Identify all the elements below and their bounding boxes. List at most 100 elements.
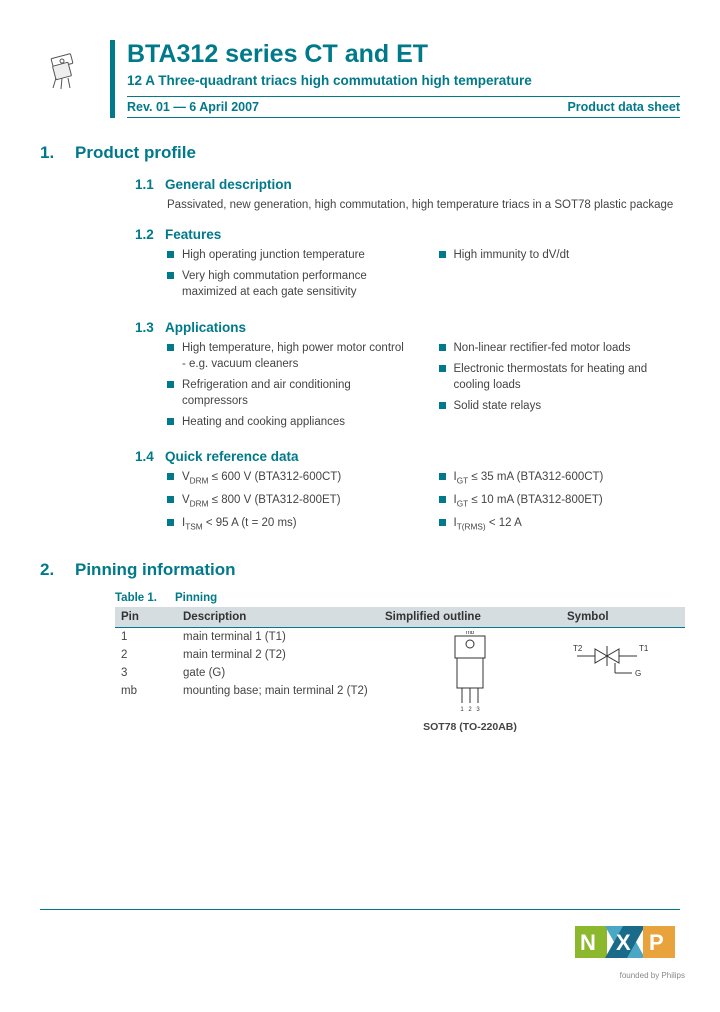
col-symbol-header: Symbol bbox=[561, 607, 685, 628]
bullet-text: Very high commutation performance maximi… bbox=[182, 268, 409, 300]
bullet-item: VDRM ≤ 800 V (BTA312-800ET) bbox=[167, 492, 409, 510]
revision-text: Rev. 01 — 6 April 2007 bbox=[127, 100, 259, 114]
subsection-1-3-heading: 1.3Applications bbox=[135, 320, 680, 335]
bullet-square-icon bbox=[167, 381, 174, 388]
bullet-item: IGT ≤ 10 mA (BTA312-800ET) bbox=[439, 492, 681, 510]
table-row: 1 main terminal 1 (T1) 1 2 bbox=[115, 627, 685, 646]
table-1-caption: Table 1.Pinning bbox=[115, 592, 680, 604]
applications-left-col: High temperature, high power motor contr… bbox=[167, 340, 409, 435]
svg-text:X: X bbox=[616, 930, 631, 955]
bullet-item: High immunity to dV/dt bbox=[439, 247, 681, 263]
col-outline-header: Simplified outline bbox=[379, 607, 561, 628]
bullet-item: High temperature, high power motor contr… bbox=[167, 340, 409, 372]
applications-right-col: Non-linear rectifier-fed motor loads Elec… bbox=[439, 340, 681, 435]
sub-1-1-num: 1.1 bbox=[135, 177, 165, 192]
subsection-1-1-heading: 1.1General description bbox=[135, 177, 680, 192]
pin-cell: 2 bbox=[115, 646, 177, 664]
bullet-text: Electronic thermostats for heating and c… bbox=[454, 361, 681, 393]
bullet-square-icon bbox=[439, 251, 446, 258]
desc-cell: main terminal 1 (T1) bbox=[177, 627, 379, 646]
revision-row: Rev. 01 — 6 April 2007 Product data shee… bbox=[127, 96, 680, 118]
applications-columns: High temperature, high power motor contr… bbox=[167, 340, 680, 435]
sub-1-4-num: 1.4 bbox=[135, 449, 165, 464]
svg-text:P: P bbox=[649, 930, 664, 955]
bullet-item: VDRM ≤ 600 V (BTA312-600CT) bbox=[167, 469, 409, 487]
bullet-item: IT(RMS) < 12 A bbox=[439, 515, 681, 533]
logo-tagline: founded by Philips bbox=[575, 971, 685, 980]
bullet-square-icon bbox=[167, 272, 174, 279]
bullet-item: Heating and cooking appliances bbox=[167, 414, 409, 430]
col-desc-header: Description bbox=[177, 607, 379, 628]
bullet-text: High operating junction temperature bbox=[182, 247, 365, 263]
bullet-square-icon bbox=[167, 496, 174, 503]
bullet-item: ITSM < 95 A (t = 20 ms) bbox=[167, 515, 409, 533]
pin-cell: mb bbox=[115, 682, 177, 700]
bullet-square-icon bbox=[439, 496, 446, 503]
desc-cell: mounting base; main terminal 2 (T2) bbox=[177, 682, 379, 700]
table-header-row: Pin Description Simplified outline Symbo… bbox=[115, 607, 685, 628]
package-icon bbox=[40, 40, 110, 118]
quickref-columns: VDRM ≤ 600 V (BTA312-600CT) VDRM ≤ 800 V … bbox=[167, 469, 680, 538]
symbol-cell: T2 T1 G bbox=[561, 627, 685, 746]
bullet-item: IGT ≤ 35 mA (BTA312-600CT) bbox=[439, 469, 681, 487]
datasheet-page: BTA312 series CT and ET 12 A Three-quadr… bbox=[0, 0, 720, 1000]
bullet-text: VDRM ≤ 600 V (BTA312-600CT) bbox=[182, 469, 341, 487]
svg-text:G: G bbox=[635, 669, 641, 678]
section-2-title: Pinning information bbox=[75, 560, 236, 579]
desc-cell: gate (G) bbox=[177, 664, 379, 682]
pin-cell: 3 bbox=[115, 664, 177, 682]
bullet-square-icon bbox=[439, 473, 446, 480]
section-1-title: Product profile bbox=[75, 143, 196, 162]
bullet-square-icon bbox=[167, 251, 174, 258]
bullet-item: Electronic thermostats for heating and c… bbox=[439, 361, 681, 393]
general-description-text: Passivated, new generation, high commuta… bbox=[167, 197, 680, 214]
section-1-num: 1. bbox=[40, 143, 75, 163]
bullet-text: Heating and cooking appliances bbox=[182, 414, 345, 430]
bullet-text: Non-linear rectifier-fed motor loads bbox=[454, 340, 631, 356]
package-outline-icon: 1 2 3 mb bbox=[440, 631, 500, 716]
document-subtitle: 12 A Three-quadrant triacs high commutat… bbox=[127, 72, 680, 90]
subsection-1-4-heading: 1.4Quick reference data bbox=[135, 449, 680, 464]
bullet-text: VDRM ≤ 800 V (BTA312-800ET) bbox=[182, 492, 341, 510]
bullet-text: High temperature, high power motor contr… bbox=[182, 340, 409, 372]
triac-symbol-icon: T2 T1 G bbox=[567, 631, 657, 681]
features-right-col: High immunity to dV/dt bbox=[439, 247, 681, 305]
svg-text:2: 2 bbox=[468, 707, 472, 713]
table-1-label: Table 1. bbox=[115, 592, 175, 604]
bullet-text: ITSM < 95 A (t = 20 ms) bbox=[182, 515, 297, 533]
sub-1-1-title: General description bbox=[165, 177, 292, 192]
table-1-title: Pinning bbox=[175, 592, 217, 604]
package-label: SOT78 (TO-220AB) bbox=[385, 721, 555, 733]
bullet-square-icon bbox=[439, 344, 446, 351]
bullet-text: Solid state relays bbox=[454, 398, 542, 414]
bullet-item: Solid state relays bbox=[439, 398, 681, 414]
section-1-heading: 1.Product profile bbox=[40, 143, 680, 163]
pin-cell: 1 bbox=[115, 627, 177, 646]
bullet-item: Refrigeration and air conditioning compr… bbox=[167, 377, 409, 409]
features-columns: High operating junction temperature Very … bbox=[167, 247, 680, 305]
svg-text:T2: T2 bbox=[573, 644, 583, 653]
bullet-square-icon bbox=[167, 418, 174, 425]
bullet-square-icon bbox=[439, 402, 446, 409]
sub-1-3-num: 1.3 bbox=[135, 320, 165, 335]
pinning-table: Pin Description Simplified outline Symbo… bbox=[115, 607, 685, 746]
bullet-text: IGT ≤ 10 mA (BTA312-800ET) bbox=[454, 492, 603, 510]
sub-1-3-title: Applications bbox=[165, 320, 246, 335]
bullet-text: Refrigeration and air conditioning compr… bbox=[182, 377, 409, 409]
quickref-right-col: IGT ≤ 35 mA (BTA312-600CT) IGT ≤ 10 mA (B… bbox=[439, 469, 681, 538]
bullet-square-icon bbox=[439, 519, 446, 526]
bullet-square-icon bbox=[167, 473, 174, 480]
features-left-col: High operating junction temperature Very … bbox=[167, 247, 409, 305]
doc-type-text: Product data sheet bbox=[567, 100, 680, 114]
section-2-num: 2. bbox=[40, 560, 75, 580]
svg-text:mb: mb bbox=[466, 631, 475, 636]
svg-text:1: 1 bbox=[460, 707, 464, 713]
sub-1-2-num: 1.2 bbox=[135, 227, 165, 242]
bullet-text: IT(RMS) < 12 A bbox=[454, 515, 522, 533]
header-text-block: BTA312 series CT and ET 12 A Three-quadr… bbox=[127, 40, 680, 118]
bullet-square-icon bbox=[439, 365, 446, 372]
quickref-left-col: VDRM ≤ 600 V (BTA312-600CT) VDRM ≤ 800 V … bbox=[167, 469, 409, 538]
bullet-item: Very high commutation performance maximi… bbox=[167, 268, 409, 300]
col-pin-header: Pin bbox=[115, 607, 177, 628]
bullet-item: High operating junction temperature bbox=[167, 247, 409, 263]
